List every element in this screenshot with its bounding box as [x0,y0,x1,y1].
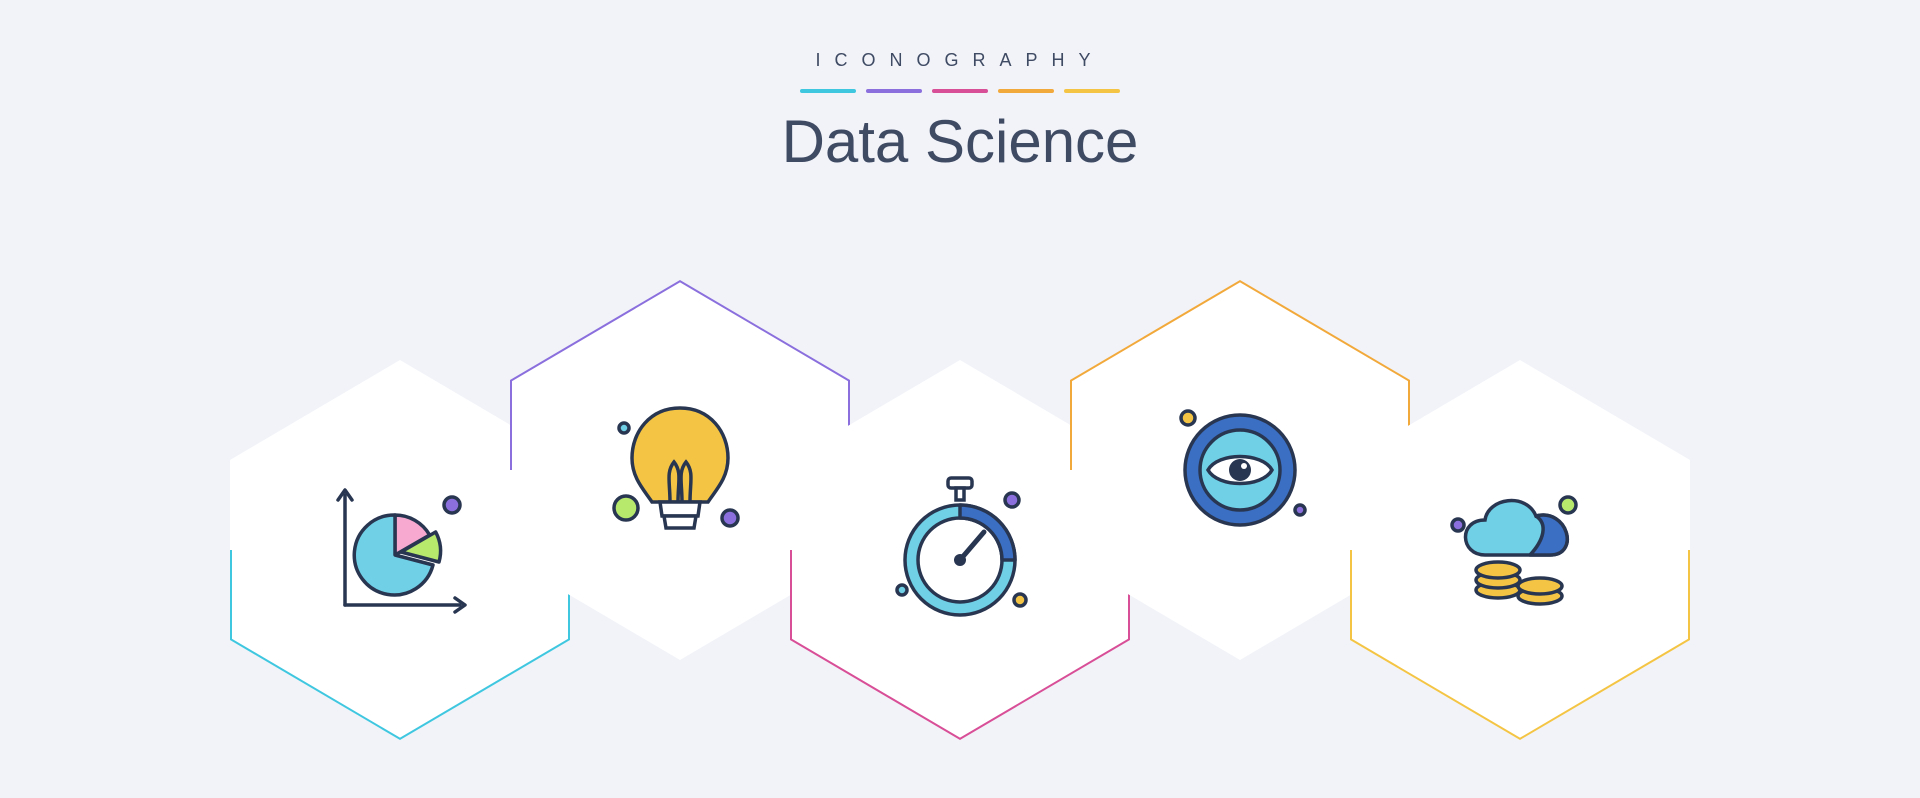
hexagon-row [0,310,1920,710]
small-title: ICONOGRAPHY [0,50,1920,71]
sep-seg-1 [800,89,856,93]
sep-seg-4 [998,89,1054,93]
sep-seg-5 [1064,89,1120,93]
sep-seg-3 [932,89,988,93]
hexagon-5 [1340,350,1700,750]
sep-seg-2 [866,89,922,93]
cloud-coins-icon [1340,350,1700,750]
header: ICONOGRAPHY Data Science [0,50,1920,176]
color-separator [0,89,1920,93]
big-title: Data Science [0,107,1920,176]
